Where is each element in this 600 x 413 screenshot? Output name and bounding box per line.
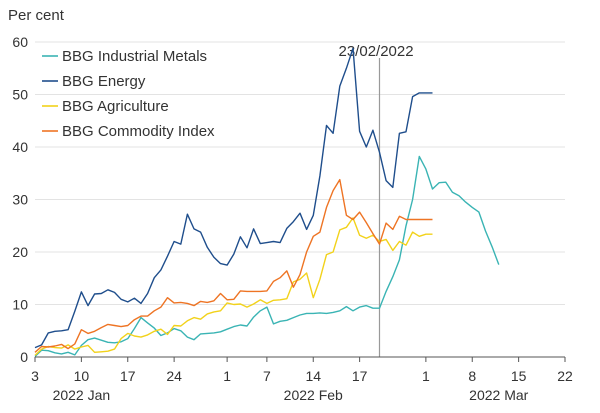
- y-tick-label: 40: [12, 139, 28, 155]
- y-tick-label: 30: [12, 192, 28, 208]
- x-tick-label: 10: [74, 368, 90, 384]
- x-tick-label: 8: [468, 368, 476, 384]
- x-tick-label: 3: [31, 368, 39, 384]
- legend-label-2: BBG Agriculture: [62, 98, 169, 115]
- x-tick-label: 22: [557, 368, 573, 384]
- x-tick-label: 15: [511, 368, 527, 384]
- y-tick-label: 10: [12, 297, 28, 313]
- y-tick-label: 0: [20, 349, 28, 365]
- series-line-1: [34, 47, 433, 349]
- legend-label-3: BBG Commodity Index: [62, 123, 215, 140]
- x-month-label: 2022 Feb: [284, 387, 343, 403]
- y-tick-label: 20: [12, 244, 28, 260]
- y-tick-label: 60: [12, 34, 28, 50]
- grid-lines: [35, 41, 565, 305]
- legend: BBG Industrial Metals BBG Energy BBG Agric…: [42, 48, 215, 140]
- series-line-2: [34, 217, 433, 356]
- x-tick-label: 1: [223, 368, 231, 384]
- series-line-0: [34, 155, 500, 358]
- x-tick-label: 24: [166, 368, 182, 384]
- y-tick-label: 50: [12, 87, 28, 103]
- x-month-label: 2022 Jan: [53, 387, 111, 403]
- x-tick-label: 14: [305, 368, 321, 384]
- legend-label-1: BBG Energy: [62, 73, 146, 90]
- y-axis-title: Per cent: [8, 7, 65, 24]
- x-tick-label: 17: [352, 368, 368, 384]
- series-line-3: [34, 178, 433, 353]
- x-tick-label: 7: [263, 368, 271, 384]
- series-lines: [34, 47, 500, 358]
- legend-label-0: BBG Industrial Metals: [62, 48, 207, 65]
- x-month-label: 2022 Mar: [469, 387, 528, 403]
- event-marker-label: 23/02/2022: [339, 43, 414, 60]
- x-tick-label: 1: [422, 368, 430, 384]
- x-tick-label: 17: [120, 368, 136, 384]
